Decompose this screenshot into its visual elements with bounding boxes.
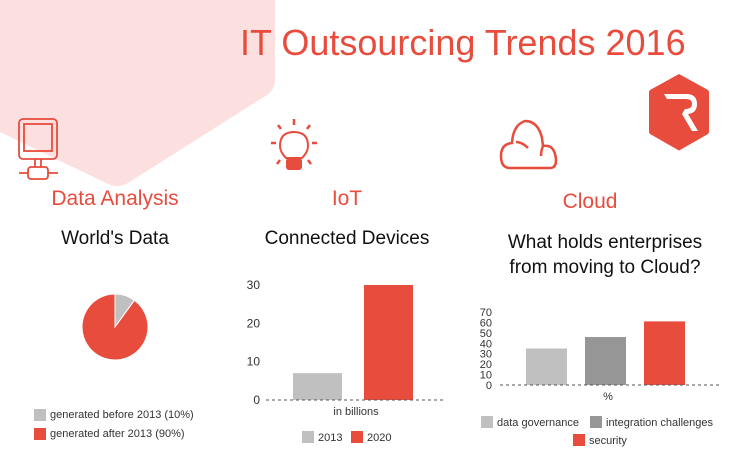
subtitle-line: What holds enterprises [507, 232, 703, 253]
legend-label: data governance [497, 417, 579, 429]
y-tick-label: 60 [480, 317, 492, 329]
legend-swatch [590, 416, 602, 428]
pie-legend: generated before 2013 (10%) generated af… [34, 409, 194, 440]
section-heading-iot: IoT [331, 187, 363, 210]
y-tick-label: 10 [247, 355, 261, 369]
bar-security [644, 321, 685, 385]
subtitle-line: from moving to Cloud? [509, 257, 701, 278]
legend-swatch [481, 416, 493, 428]
legend-swatch [351, 431, 363, 443]
legend-swatch [302, 431, 314, 443]
computer-monitor-icon [18, 118, 58, 180]
y-tick-label: 20 [480, 359, 492, 371]
y-tick-label: 10 [480, 370, 492, 382]
y-tick-label: 0 [253, 393, 260, 407]
r-hexagon-logo [649, 74, 709, 151]
legend-swatch [34, 409, 46, 421]
y-tick-label: 0 [486, 380, 492, 392]
pie-chart [81, 293, 149, 361]
x-axis-label: % [603, 391, 613, 403]
legend-label: integration challenges [606, 417, 714, 429]
legend-item: generated after 2013 (90%) [34, 428, 194, 440]
y-tick-label: 40 [480, 338, 492, 350]
section-subtitle-data-analysis: World's Data [61, 228, 169, 249]
legend-swatch [573, 434, 585, 446]
legend-label: generated after 2013 (90%) [50, 428, 185, 440]
y-tick-label: 70 [480, 307, 492, 319]
y-tick-label: 30 [247, 278, 261, 292]
section-heading-cloud: Cloud [562, 190, 618, 213]
section-heading-data-analysis: Data Analysis [51, 187, 179, 210]
pie-slice [81, 293, 149, 361]
legend-item: generated before 2013 (10%) [34, 409, 194, 421]
lightbulb-icon [271, 119, 317, 170]
bar-integration-challenges [585, 337, 626, 385]
legend-label: generated before 2013 (10%) [50, 409, 194, 421]
bar-data-governance [526, 348, 567, 385]
y-tick-label: 20 [247, 316, 261, 330]
section-subtitle-iot: Connected Devices [264, 228, 430, 249]
legend-label: 2013 [318, 432, 342, 444]
cloud-icon [499, 119, 558, 170]
legend-label: security [589, 435, 627, 447]
legend-label: 2020 [367, 432, 391, 444]
section-subtitle-cloud: What holds enterprises from moving to Cl… [470, 230, 740, 280]
legend-swatch [34, 428, 46, 440]
x-axis-label: in billions [333, 406, 379, 418]
y-tick-label: 50 [480, 328, 492, 340]
bar-2013 [293, 373, 342, 400]
y-tick-label: 30 [480, 349, 492, 361]
page-title: IT Outsourcing Trends 2016 [240, 22, 686, 63]
bar-2020 [364, 285, 413, 400]
connected-devices-bar-chart: 0 10 20 30 in billions 2013 2020 [247, 278, 445, 444]
